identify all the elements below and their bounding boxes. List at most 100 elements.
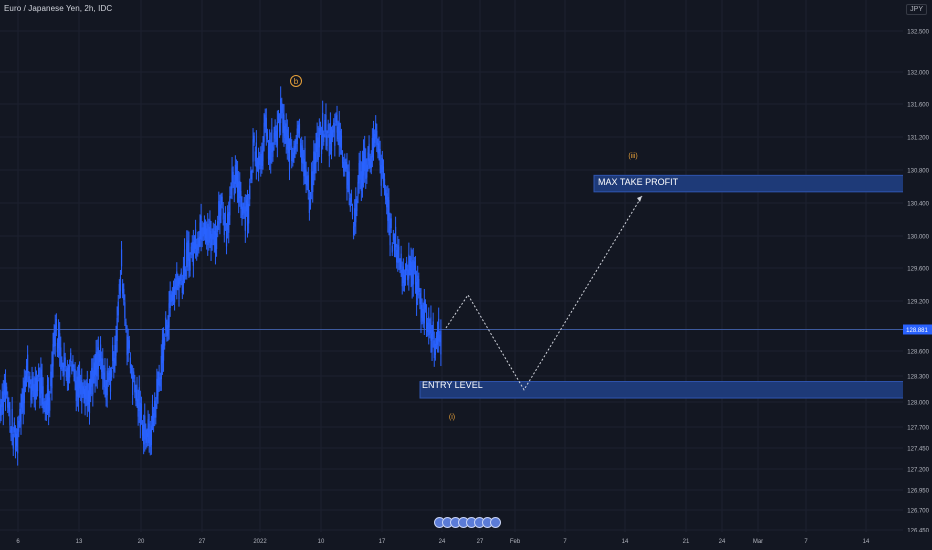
price-candle-body — [22, 389, 24, 413]
price-candle-body — [287, 135, 290, 153]
price-candle-body — [0, 404, 2, 416]
price-candle-body — [124, 302, 126, 319]
price-candle-body — [114, 344, 116, 364]
entry-zone — [419, 381, 905, 399]
price-tick-label: 129.600 — [907, 267, 929, 273]
price-candle-body — [200, 215, 202, 240]
price-candle-body — [312, 171, 314, 193]
price-candle-body — [109, 375, 112, 392]
price-candle-body — [397, 244, 399, 263]
price-candle-body — [65, 369, 67, 378]
price-candle-body — [29, 375, 31, 385]
price-candle-body — [181, 280, 183, 293]
price-candle-body — [251, 172, 253, 180]
price-candle-body — [228, 211, 230, 233]
event-markers[interactable] — [434, 517, 501, 529]
time-tick-label: Feb — [510, 539, 521, 545]
price-candle-body — [44, 400, 46, 414]
price-candle-body — [328, 134, 330, 157]
price-tick-label: 132.000 — [907, 71, 929, 77]
time-tick-label: 24 — [439, 539, 446, 545]
price-candle-body — [234, 164, 236, 184]
price-candle-body — [255, 142, 257, 168]
price-candle-body — [23, 380, 25, 404]
wave-labels: b (iii) (i) MAX TAKE PROFIT ENTRY LEVEL — [290, 75, 679, 421]
price-candle-body — [370, 156, 372, 169]
price-candle-body — [0, 398, 1, 415]
price-candle-body — [264, 114, 266, 127]
price-candle-body — [411, 261, 413, 287]
price-candle-body — [311, 171, 313, 191]
price-candle-body — [87, 390, 89, 405]
price-candle-body — [169, 290, 171, 309]
price-candle-body — [40, 369, 42, 394]
price-candle-body — [69, 365, 71, 378]
currency-badge[interactable]: JPY — [906, 4, 927, 15]
price-candle-body — [425, 312, 428, 329]
price-candle-body — [139, 402, 141, 427]
price-candle-body — [338, 122, 340, 146]
price-candle-body — [267, 146, 270, 159]
price-candle-body — [111, 370, 113, 378]
price-candle-body — [94, 363, 96, 384]
price-candle-body — [211, 233, 213, 246]
price-candle-body — [224, 212, 227, 225]
price-candle-body — [155, 403, 157, 418]
price-candle-body — [244, 206, 246, 231]
event-marker-icon[interactable] — [490, 517, 501, 528]
price-candle-body — [24, 375, 27, 387]
price-candle-body — [428, 316, 430, 336]
time-axis[interactable]: 6 13 20 27 2022 10 17 24 27 Feb 7 14 21 24 Mar 7 14 — [0, 532, 932, 550]
price-candle-body — [329, 122, 331, 145]
price-candle-body — [91, 367, 93, 387]
price-candle-body — [280, 98, 282, 124]
price-candle-body — [229, 196, 231, 216]
price-candle-body — [51, 363, 53, 389]
price-candle-body — [323, 134, 325, 142]
price-candle-body — [402, 266, 404, 284]
price-candle-body — [327, 124, 329, 134]
price-tick-label: 128.000 — [907, 401, 929, 407]
price-candle-body — [176, 271, 178, 291]
price-candle-body — [326, 135, 328, 146]
price-candle-body — [377, 143, 379, 154]
price-candle-body — [227, 213, 229, 231]
price-candle-body — [138, 387, 140, 412]
wave-b-label: b — [294, 77, 299, 86]
price-candle-body — [73, 368, 75, 378]
price-candle-body — [206, 228, 208, 243]
price-candle-body — [32, 378, 34, 391]
price-candle-body — [212, 228, 214, 240]
price-candle-body — [351, 207, 354, 216]
price-candle-body — [46, 385, 49, 406]
price-candle-body — [365, 158, 367, 179]
time-tick-label: 14 — [863, 539, 870, 545]
price-candle-body — [147, 419, 149, 438]
price-axis[interactable]: 132.500 132.000 131.600 131.200 130.800 130.4… — [903, 0, 932, 535]
price-candle-body — [408, 254, 410, 279]
price-candle-body — [332, 129, 334, 138]
price-candle-body — [198, 236, 200, 248]
price-candle-body — [31, 376, 33, 395]
price-candle-body — [388, 200, 390, 224]
price-candle-body — [49, 397, 51, 411]
price-candle-body — [38, 367, 40, 377]
price-candle-body — [15, 434, 18, 446]
price-candle-body — [263, 122, 265, 142]
price-candle-body — [190, 246, 192, 255]
price-candle-body — [336, 114, 338, 133]
price-candle-body — [306, 176, 308, 186]
price-candle-body — [74, 369, 76, 384]
price-candle-body — [364, 147, 366, 172]
price-candle-body — [28, 376, 30, 387]
price-candle-body — [17, 428, 19, 454]
price-candle-body — [57, 328, 60, 349]
symbol-title[interactable]: Euro / Japanese Yen, 2h, IDC — [4, 4, 113, 13]
wave-iii-label: (iii) — [628, 153, 637, 160]
price-candle-body — [136, 384, 138, 401]
price-candle-body — [297, 124, 299, 134]
price-candle-body — [350, 193, 352, 202]
price-candle-body — [283, 114, 285, 137]
price-candle-body — [167, 321, 169, 335]
